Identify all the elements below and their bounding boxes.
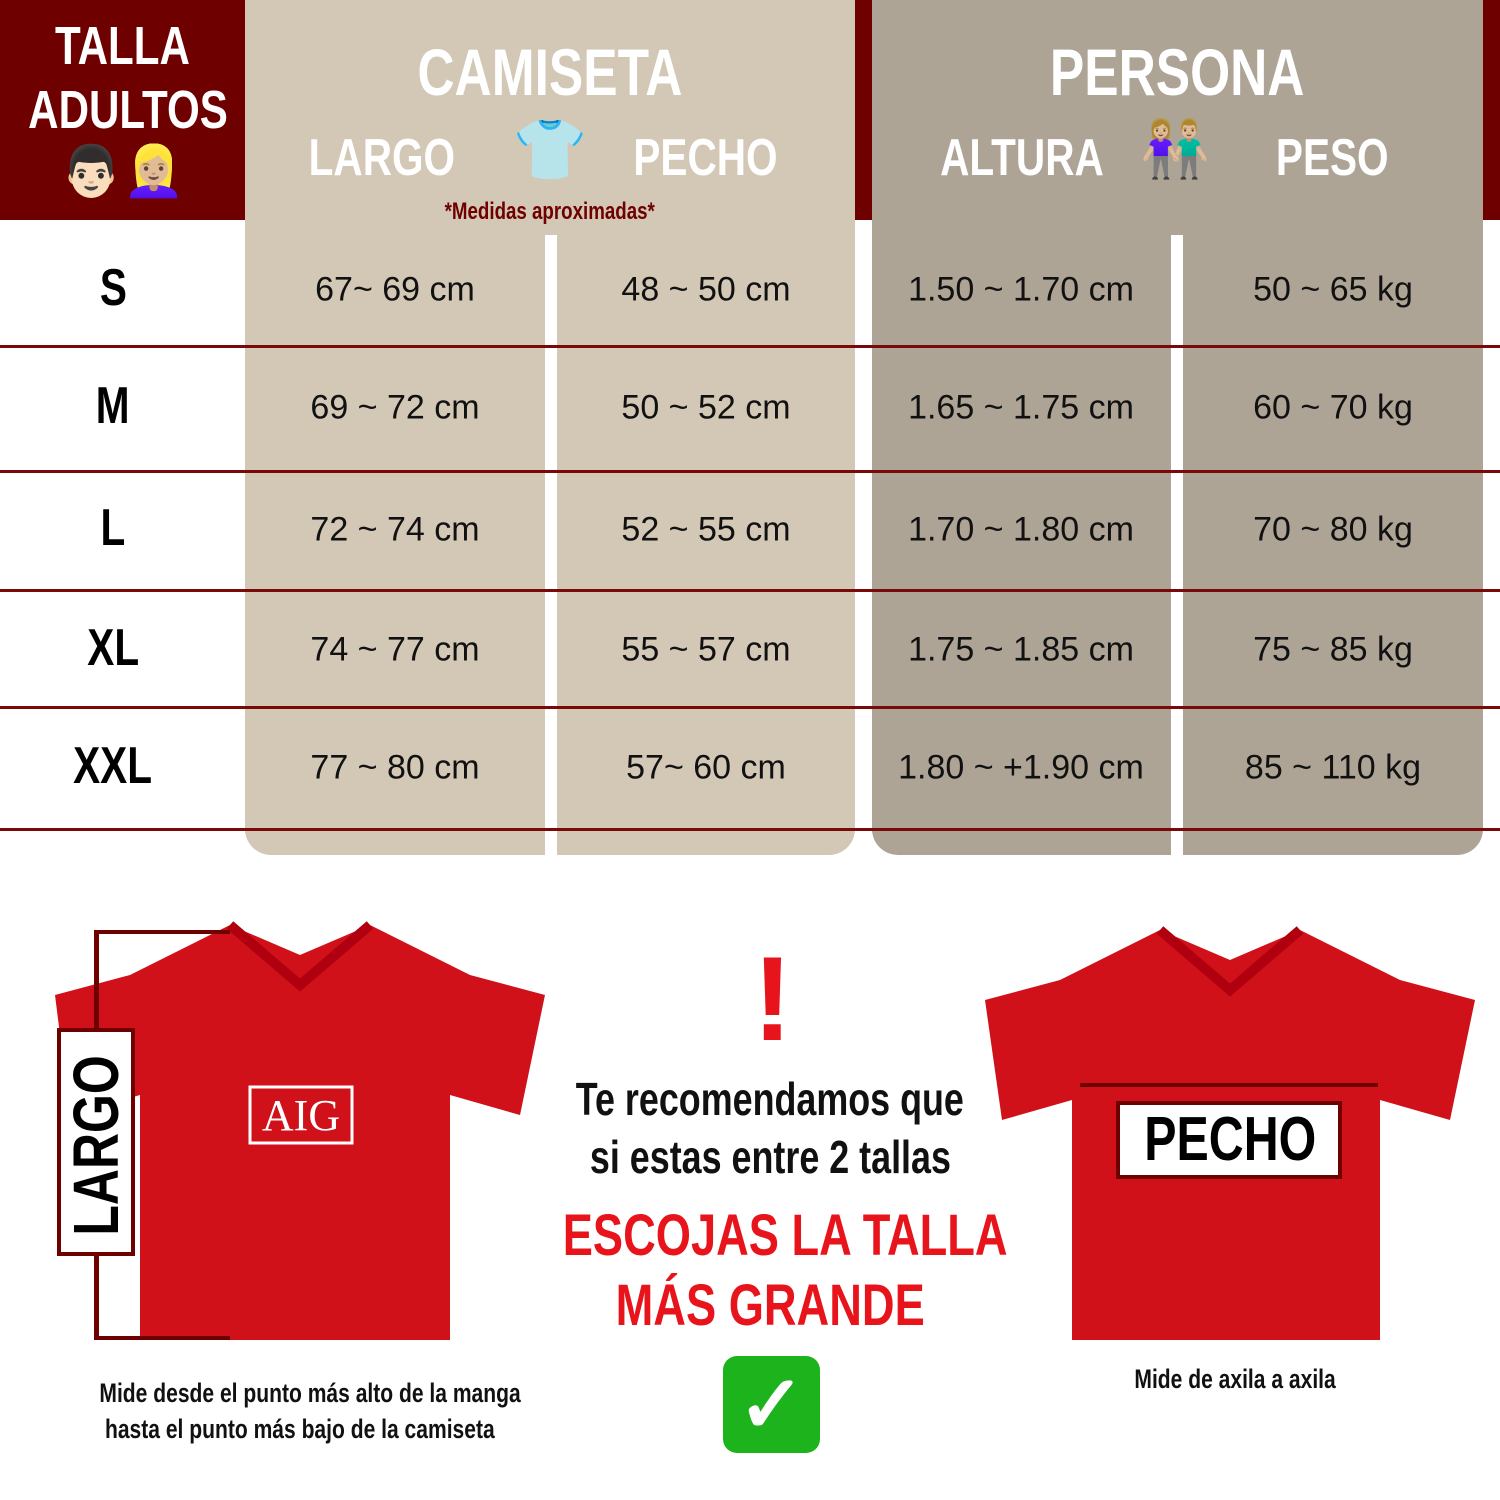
peso-heading: PESO xyxy=(1275,129,1389,187)
altura-heading: ALTURA xyxy=(940,129,1104,187)
row-divider xyxy=(0,589,1500,592)
largo-heading: LARGO xyxy=(308,129,456,187)
couple-icon: 👫🏼 xyxy=(1140,117,1210,180)
pecho-value: 52 ~ 55 cm xyxy=(621,510,791,549)
pecho-value: 50 ~ 52 cm xyxy=(621,388,791,427)
largo-value: 69 ~ 72 cm xyxy=(310,388,480,427)
pecho-heading: PECHO xyxy=(632,129,778,187)
size-label: L xyxy=(100,499,126,557)
largo-label: LARGO xyxy=(60,1055,132,1236)
peso-value: 50 ~ 65 kg xyxy=(1253,270,1413,309)
peso-value: 85 ~ 110 kg xyxy=(1244,748,1422,787)
largo-value: 74 ~ 77 cm xyxy=(310,630,480,669)
row-divider xyxy=(0,345,1500,348)
recommendation-text: si estas entre 2 tallas xyxy=(589,1131,951,1183)
exclamation-icon: ! xyxy=(752,932,793,1066)
title-line: TALLA xyxy=(55,16,190,76)
peso-value: 60 ~ 70 kg xyxy=(1253,388,1413,427)
largo-value: 67~ 69 cm xyxy=(315,270,475,309)
persona-heading: PERSONA xyxy=(1050,35,1305,109)
size-label: XXL xyxy=(73,737,153,795)
altura-value: 1.80 ~ +1.90 cm xyxy=(898,748,1144,787)
recommendation-text: Te recomendamos que xyxy=(575,1073,965,1125)
sponsor-logo: AIG xyxy=(261,1091,341,1140)
largo-value: 77 ~ 80 cm xyxy=(310,748,480,787)
altura-value: 1.50 ~ 1.70 cm xyxy=(908,270,1134,309)
size-label: M xyxy=(96,377,130,435)
cta-text: MÁS GRANDE xyxy=(615,1273,925,1338)
pecho-description: Mide de axila a axila xyxy=(1134,1364,1336,1394)
largo-description: hasta el punto más bajo de la camiseta xyxy=(105,1414,495,1444)
shirt-largo-image xyxy=(55,921,545,1340)
pecho-measure-line xyxy=(1080,1083,1378,1087)
peso-value: 75 ~ 85 kg xyxy=(1253,630,1413,669)
title: TALLA ADULTOS xyxy=(0,14,245,142)
column-divider xyxy=(545,235,557,855)
altura-value: 1.75 ~ 1.85 cm xyxy=(908,630,1134,669)
column-divider xyxy=(1171,235,1183,855)
shirt-icon: 👕 xyxy=(512,116,588,183)
title-line: ADULTOS xyxy=(28,80,228,140)
altura-value: 1.65 ~ 1.75 cm xyxy=(908,388,1134,427)
pecho-label: PECHO xyxy=(1116,1101,1342,1179)
camiseta-heading: CAMISETA xyxy=(417,35,683,109)
row-divider xyxy=(0,828,1500,831)
people-icon: 👨🏻👱🏼‍♀️ xyxy=(60,143,185,199)
size-label: S xyxy=(99,259,127,317)
size-label: XL xyxy=(87,619,139,677)
pecho-value: 55 ~ 57 cm xyxy=(621,630,791,669)
largo-value: 72 ~ 74 cm xyxy=(310,510,480,549)
approx-note: *Medidas aproximadas* xyxy=(444,198,656,225)
largo-label-box xyxy=(57,1028,135,1256)
largo-description: Mide desde el punto más alto de la manga xyxy=(99,1378,521,1408)
peso-value: 70 ~ 80 kg xyxy=(1253,510,1413,549)
cta-text: ESCOJAS LA TALLA xyxy=(562,1203,1008,1268)
pecho-value: 57~ 60 cm xyxy=(626,748,786,787)
altura-value: 1.70 ~ 1.80 cm xyxy=(908,510,1134,549)
check-icon: ✓ xyxy=(723,1356,820,1453)
row-divider xyxy=(0,706,1500,709)
row-divider xyxy=(0,470,1500,473)
pecho-value: 48 ~ 50 cm xyxy=(621,270,791,309)
